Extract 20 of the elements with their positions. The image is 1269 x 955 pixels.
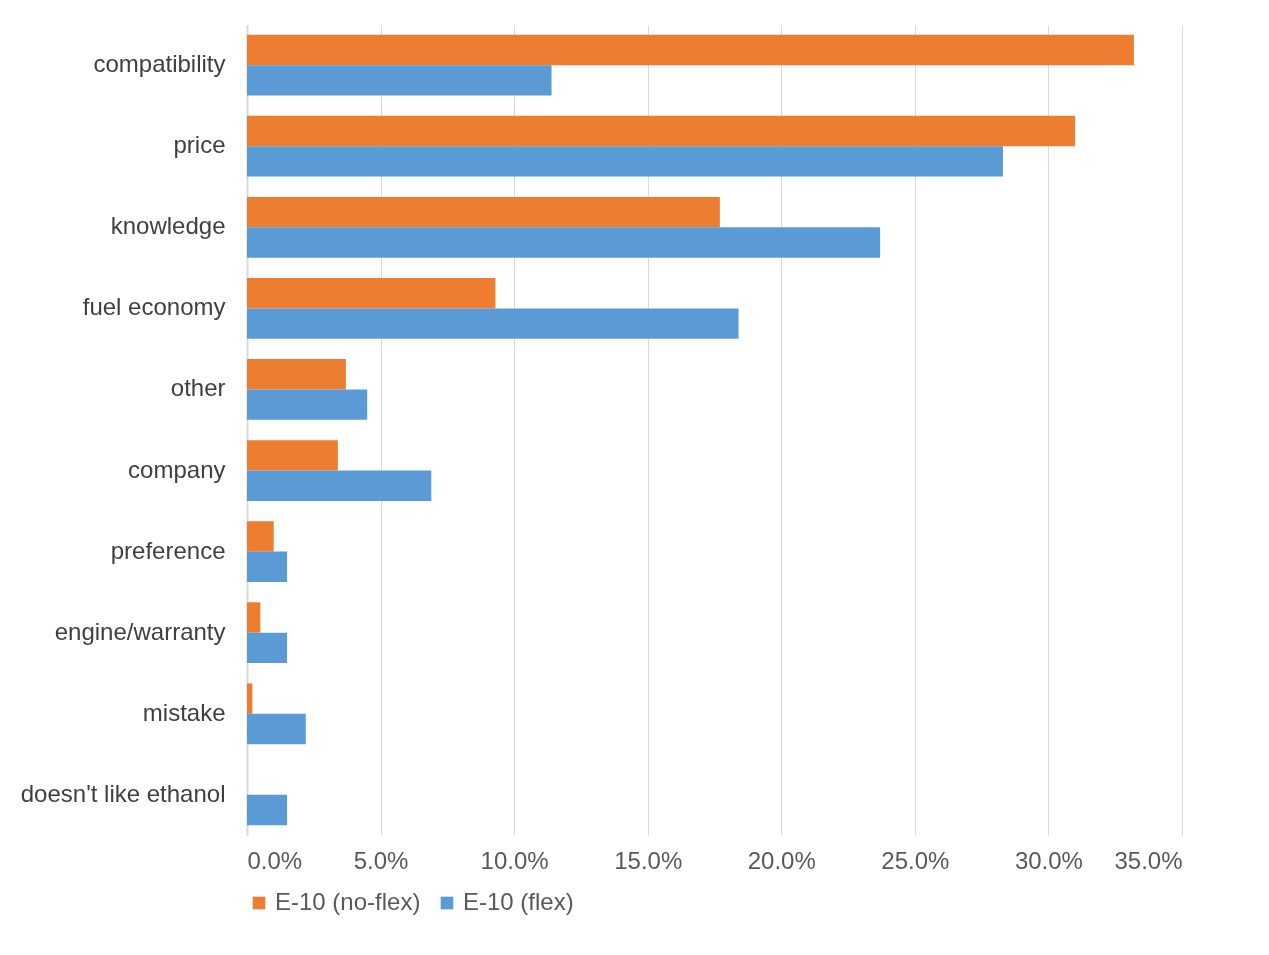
x-tick-label: 20.0% xyxy=(747,846,816,874)
x-tick-label: 30.0% xyxy=(1014,846,1083,874)
y-tick-label: fuel economy xyxy=(82,293,226,321)
y-tick-label: other xyxy=(170,374,226,402)
legend-label: E-10 (flex) xyxy=(463,888,574,915)
x-tick-label: 0.0% xyxy=(247,846,303,874)
x-tick-label: 5.0% xyxy=(353,846,409,874)
y-tick-label: knowledge xyxy=(110,212,226,240)
legend-label: E-10 (no-flex) xyxy=(275,888,421,915)
x-tick-label: 10.0% xyxy=(480,846,549,874)
y-tick-label: compatibility xyxy=(93,50,226,78)
x-tick-label: 35.0% xyxy=(1114,846,1183,874)
y-tick-label: preference xyxy=(110,536,226,564)
y-tick-label: doesn't like ethanol xyxy=(20,779,226,807)
y-tick-label: company xyxy=(128,455,226,483)
y-tick-label: mistake xyxy=(142,698,226,726)
y-tick-label: price xyxy=(173,131,226,159)
y-tick-label: engine/warranty xyxy=(54,617,226,645)
x-tick-label: 15.0% xyxy=(614,846,683,874)
x-tick-label: 25.0% xyxy=(881,846,950,874)
